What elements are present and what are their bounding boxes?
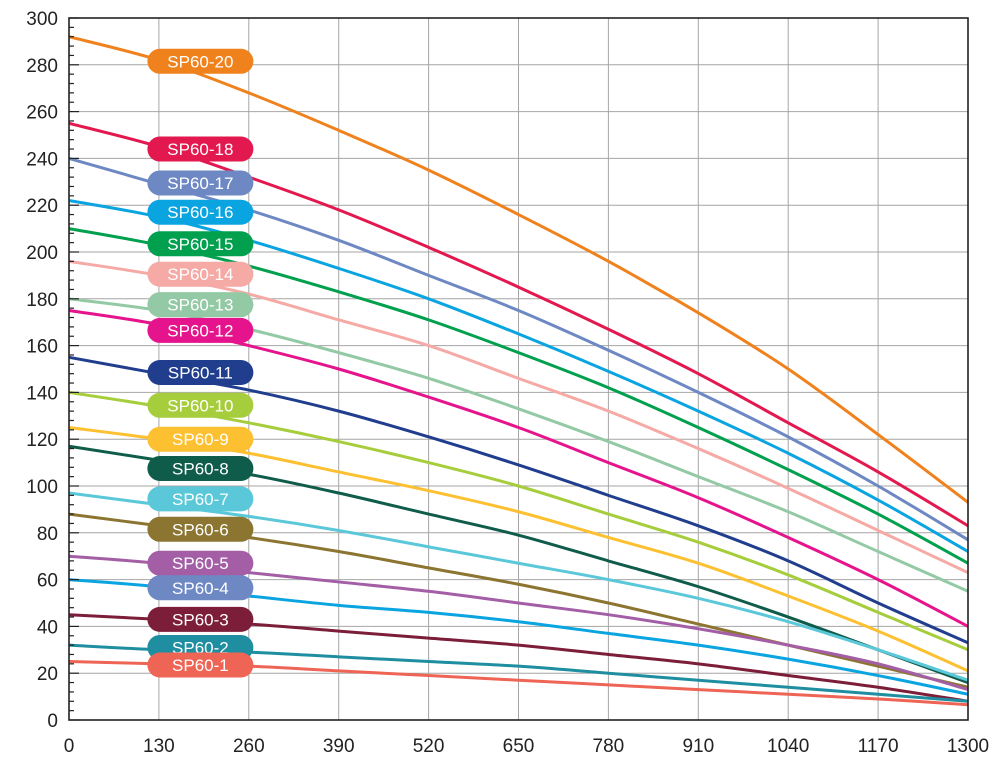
series-label-pill-sp60-14: [147, 261, 254, 287]
x-tick-label: 1040: [767, 736, 809, 757]
series-line-sp60-7: [68, 491, 969, 682]
series-label-sp60-15: SP60-15: [167, 235, 233, 254]
x-tick-label: 910: [682, 736, 714, 757]
y-tick-label: 220: [26, 196, 58, 217]
series-label-sp60-14: SP60-14: [167, 265, 233, 284]
series-label-pill-sp60-4: [147, 575, 254, 601]
y-tick-label: 180: [26, 290, 58, 311]
y-tick-label: 40: [37, 617, 58, 638]
series-label-sp60-4: SP60-4: [172, 579, 229, 598]
series-label-sp60-7: SP60-7: [172, 490, 229, 509]
series-label-pill-sp60-6: [147, 516, 254, 542]
series-label-sp60-17: SP60-17: [167, 174, 233, 193]
series-label-sp60-10: SP60-10: [167, 396, 233, 415]
y-tick-label: 0: [47, 711, 58, 732]
series-label-sp60-1: SP60-1: [172, 656, 229, 675]
y-tick-label: 140: [26, 383, 58, 404]
x-tick-label: 0: [64, 736, 75, 757]
y-tick-label: 100: [26, 477, 58, 498]
x-tick-label: 130: [143, 736, 175, 757]
series-label-sp60-11: SP60-11: [168, 364, 233, 383]
y-tick-label: 20: [37, 664, 58, 685]
x-tick-label: 650: [503, 736, 535, 757]
series-label-pill-sp60-16: [147, 199, 254, 225]
y-tick-label: 280: [26, 56, 58, 77]
plot-frame: [68, 17, 969, 721]
series-label-sp60-13: SP60-13: [167, 296, 233, 315]
series-label-sp60-9: SP60-9: [172, 430, 229, 449]
series-line-sp60-15: [68, 227, 969, 565]
series-label-pill-sp60-1: [147, 652, 254, 678]
series-label-sp60-3: SP60-3: [172, 610, 229, 629]
y-tick-label: 60: [37, 571, 58, 592]
series-label-pill-sp60-11: [147, 360, 254, 386]
series-label-pill-sp60-15: [147, 231, 254, 257]
x-tick-label: 390: [323, 736, 355, 757]
series-label-sp60-6: SP60-6: [172, 520, 229, 539]
series-label-pill-sp60-3: [147, 606, 254, 632]
series-label-pill-sp60-7: [147, 486, 254, 512]
series-label-sp60-5: SP60-5: [172, 554, 229, 573]
y-tick-label: 200: [26, 243, 58, 264]
series-label-sp60-8: SP60-8: [172, 459, 229, 478]
x-tick-label: 260: [233, 736, 265, 757]
series-label-pill-sp60-20: [147, 48, 254, 74]
x-tick-label: 780: [593, 736, 625, 757]
y-tick-label: 300: [26, 9, 58, 30]
series-label-pill-sp60-18: [147, 136, 254, 162]
series-label-pill-sp60-13: [147, 292, 254, 318]
x-tick-label: 520: [413, 736, 445, 757]
y-tick-label: 120: [26, 430, 58, 451]
series-label-pill-sp60-9: [147, 426, 254, 452]
series-label-pill-sp60-17: [147, 170, 254, 196]
axes: 0 20 40 60 80 100 120 140 160 180 200 220 240 260 280 3…: [26, 9, 989, 757]
series-line-sp60-20: [68, 35, 969, 504]
series-label-pill-sp60-10: [147, 392, 254, 418]
series-label-sp60-18: SP60-18: [167, 140, 233, 159]
series-label-sp60-20: SP60-20: [167, 52, 233, 71]
x-tick-label: 1300: [947, 736, 989, 757]
series-label-pill-sp60-5: [147, 550, 254, 576]
y-tick-label: 160: [26, 337, 58, 358]
series-label-pill-sp60-8: [147, 455, 254, 481]
y-tick-label: 80: [37, 524, 58, 545]
series-line-sp60-18: [68, 121, 969, 528]
series-label-pill-sp60-12: [147, 317, 254, 343]
y-tick-label: 240: [26, 149, 58, 170]
series-line-sp60-14: [68, 259, 969, 574]
series-label-sp60-12: SP60-12: [167, 321, 233, 340]
series-label-sp60-16: SP60-16: [167, 203, 233, 222]
series-labels: SP60-20 SP60-18 SP60-17 SP60-16 SP60-15 SP60-…: [147, 48, 254, 678]
y-tick-label: 260: [26, 103, 58, 124]
x-tick-label: 1170: [858, 736, 899, 757]
